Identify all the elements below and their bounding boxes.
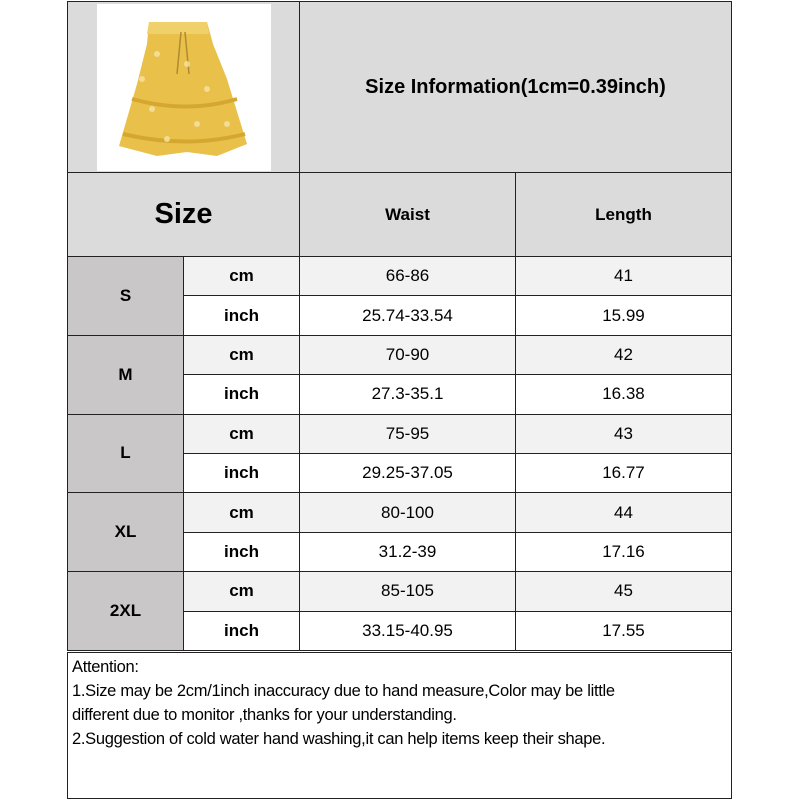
- unit-label: inch: [183, 374, 300, 415]
- waist-value: 66-86: [299, 256, 516, 297]
- waist-value: 33.15-40.95: [299, 610, 516, 651]
- size-label: L: [67, 413, 184, 494]
- size-label: M: [67, 334, 184, 415]
- length-value: 45: [515, 571, 732, 612]
- size-label: 2XL: [67, 571, 184, 651]
- waist-value: 80-100: [299, 492, 516, 533]
- length-value: 42: [515, 334, 732, 376]
- waist-value: 70-90: [299, 334, 516, 376]
- attention-notes: Attention: 1.Size may be 2cm/1inch inacc…: [67, 652, 732, 799]
- length-value: 43: [515, 413, 732, 454]
- waist-value: 27.3-35.1: [299, 374, 516, 415]
- length-header: Length: [515, 172, 732, 257]
- unit-label: inch: [183, 295, 300, 336]
- waist-value: 31.2-39: [299, 531, 516, 573]
- waist-value: 29.25-37.05: [299, 453, 516, 494]
- waist-header: Waist: [299, 172, 516, 257]
- unit-label: cm: [183, 492, 300, 533]
- length-value: 15.99: [515, 295, 732, 336]
- unit-label: cm: [183, 571, 300, 612]
- unit-label: inch: [183, 453, 300, 494]
- length-value: 41: [515, 256, 732, 297]
- length-value: 17.16: [515, 531, 732, 573]
- waist-value: 25.74-33.54: [299, 295, 516, 336]
- waist-value: 85-105: [299, 571, 516, 612]
- length-value: 16.77: [515, 453, 732, 494]
- size-header: Size: [67, 172, 300, 257]
- attention-heading: Attention:: [72, 658, 139, 676]
- unit-label: cm: [183, 334, 300, 376]
- attention-line: 2.Suggestion of cold water hand washing,…: [72, 730, 606, 748]
- length-value: 44: [515, 492, 732, 533]
- size-label: XL: [67, 492, 184, 573]
- size-label: S: [67, 256, 184, 336]
- length-value: 17.55: [515, 610, 732, 651]
- unit-label: cm: [183, 256, 300, 297]
- unit-label: cm: [183, 413, 300, 454]
- unit-label: inch: [183, 531, 300, 573]
- attention-line: 1.Size may be 2cm/1inch inaccuracy due t…: [72, 682, 615, 700]
- attention-line: different due to monitor ,thanks for you…: [72, 706, 457, 724]
- product-image-cell: [67, 1, 300, 173]
- waist-value: 75-95: [299, 413, 516, 454]
- length-value: 16.38: [515, 374, 732, 415]
- skirt-product-image: [96, 3, 271, 171]
- unit-label: inch: [183, 610, 300, 651]
- chart-title: Size Information(1cm=0.39inch): [299, 1, 732, 173]
